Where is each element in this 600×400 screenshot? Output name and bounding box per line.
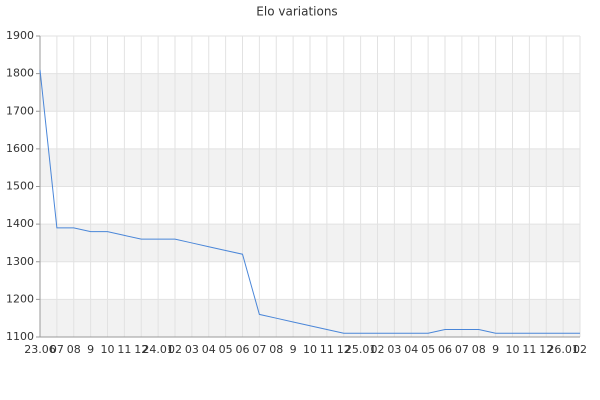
x-tick-label: 06 [438,343,452,356]
x-tick-label: 10 [101,343,115,356]
x-tick-label: 04 [202,343,216,356]
x-tick-label: 02 [573,343,587,356]
x-tick-label: 08 [67,343,81,356]
x-tick-label: 9 [290,343,297,356]
x-tick-label: 24.01 [142,343,174,356]
x-tick-label: 07 [455,343,469,356]
x-tick-label: 12 [337,343,351,356]
y-tick-label: 1200 [6,292,34,305]
y-tick-label: 1100 [6,330,34,343]
x-tick-label: 06 [236,343,250,356]
x-tick-label: 08 [472,343,486,356]
x-tick-label: 11 [522,343,536,356]
x-tick-label: 07 [252,343,266,356]
x-tick-label: 02 [371,343,385,356]
line [39,69,580,334]
x-tick-label: 05 [421,343,435,356]
x-tick-label: 07 [50,343,64,356]
x-tick-label: 03 [185,343,199,356]
y-tick-label: 1700 [6,104,34,117]
y-tick-label: 1500 [6,180,34,193]
x-tick-label: 23.06 [24,343,56,356]
x-tick-label: 02 [168,343,182,356]
x-tick-label: 05 [219,343,233,356]
x-tick-label: 12 [134,343,148,356]
x-tick-label: 12 [539,343,553,356]
x-tick-label: 10 [303,343,317,356]
x-tick-label: 25.01 [345,343,377,356]
x-tick-label: 08 [269,343,283,356]
x-tick-label: 11 [117,343,131,356]
x-tick-label: 04 [404,343,418,356]
x-tick-label: 9 [492,343,499,356]
y-tick-label: 1400 [6,217,34,230]
y-tick-label: 1600 [6,142,34,155]
x-tick-label: 11 [320,343,334,356]
y-tick-label: 1800 [6,67,34,80]
y-tick-label: 1900 [6,29,34,42]
chart-title: Elo variations [256,5,337,19]
y-tick-label: 1300 [6,255,34,268]
x-tick-label: 03 [387,343,401,356]
x-tick-label: 9 [87,343,94,356]
x-tick-label: 10 [506,343,520,356]
x-tick-label: 26.01 [547,343,579,356]
